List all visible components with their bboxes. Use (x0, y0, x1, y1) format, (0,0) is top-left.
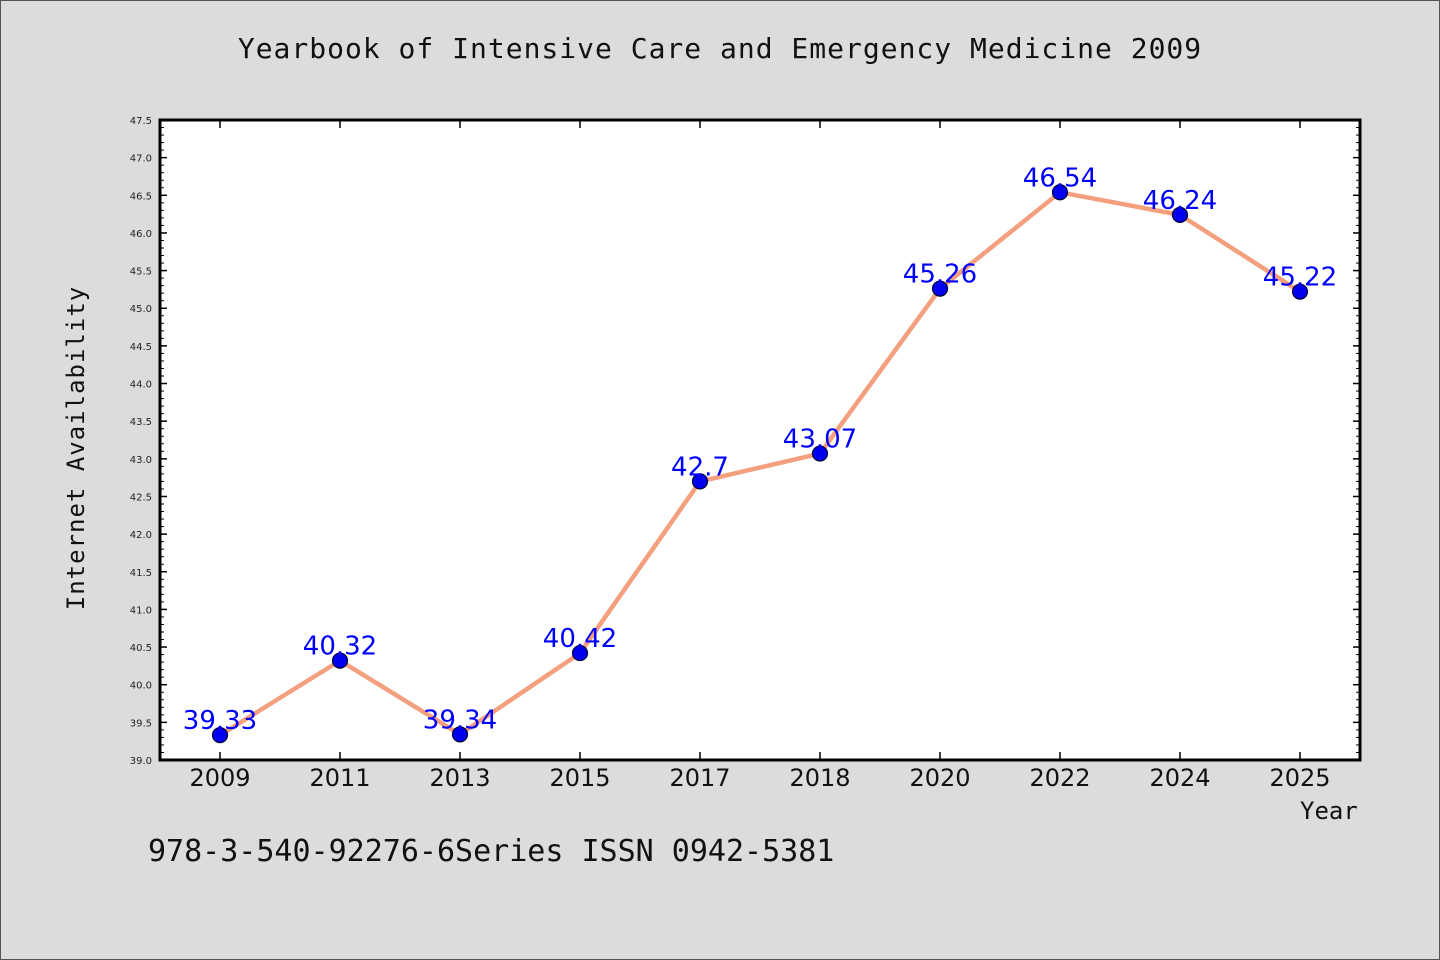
x-tick-label: 2011 (309, 764, 370, 792)
y-tick-label: 44.5 (130, 342, 152, 353)
y-tick-label: 45.0 (130, 304, 152, 315)
data-point (1051, 184, 1069, 201)
x-tick-label: 2018 (789, 764, 850, 792)
data-label: 40.42 (543, 624, 617, 654)
x-tick-label: 2024 (1149, 764, 1210, 792)
data-point (571, 644, 589, 662)
y-tick-label: 46.5 (130, 191, 152, 202)
footer-text: 978-3-540-92276-6Series ISSN 0942-5381 (148, 834, 835, 869)
data-label: 46.24 (1143, 186, 1217, 216)
data-label: 39.33 (183, 706, 257, 736)
y-tick-label: 39.5 (130, 718, 152, 729)
data-label: 42.7 (671, 452, 729, 482)
x-tick-label: 2009 (189, 764, 250, 792)
y-tick-label: 39.0 (130, 756, 152, 767)
data-point (931, 280, 949, 297)
plot-area (158, 118, 1362, 762)
y-tick-label: 40.5 (130, 643, 152, 654)
data-point (331, 652, 349, 669)
y-tick-label: 46.0 (130, 229, 152, 240)
x-axis-label: Year (1300, 797, 1358, 825)
data-point (691, 473, 709, 490)
y-tick-label: 41.5 (130, 568, 152, 579)
data-point (451, 726, 469, 743)
y-tick-label: 47.5 (130, 116, 152, 127)
y-tick-label: 43.0 (130, 455, 152, 466)
x-tick-label: 2015 (549, 764, 610, 792)
data-label: 45.22 (1263, 263, 1337, 293)
y-tick-label: 43.5 (130, 417, 152, 428)
x-tick-label: 2022 (1029, 764, 1090, 792)
data-point (811, 445, 829, 462)
x-tick-label: 2017 (669, 764, 730, 792)
x-tick-label: 2020 (909, 764, 970, 792)
data-point (1291, 283, 1309, 300)
y-tick-label: 42.0 (130, 530, 152, 541)
y-tick-label: 47.0 (130, 154, 152, 165)
y-tick-label: 41.0 (130, 605, 152, 616)
y-tick-label: 40.0 (130, 681, 152, 692)
data-point (211, 727, 229, 744)
data-label: 45.26 (903, 260, 977, 290)
chart-title: Yearbook of Intensive Care and Emergency… (237, 32, 1203, 65)
data-label: 43.07 (783, 425, 857, 455)
y-tick-label: 42.5 (130, 492, 152, 503)
data-label: 39.34 (423, 705, 497, 735)
x-tick-label: 2013 (429, 764, 490, 792)
data-label: 46.54 (1023, 163, 1097, 193)
y-tick-label: 44.0 (130, 380, 152, 391)
series-line (218, 190, 1302, 738)
x-tick-label: 2025 (1269, 764, 1330, 792)
data-point (1171, 206, 1189, 223)
y-tick-label: 45.5 (130, 267, 152, 278)
data-label: 40.32 (303, 632, 377, 662)
